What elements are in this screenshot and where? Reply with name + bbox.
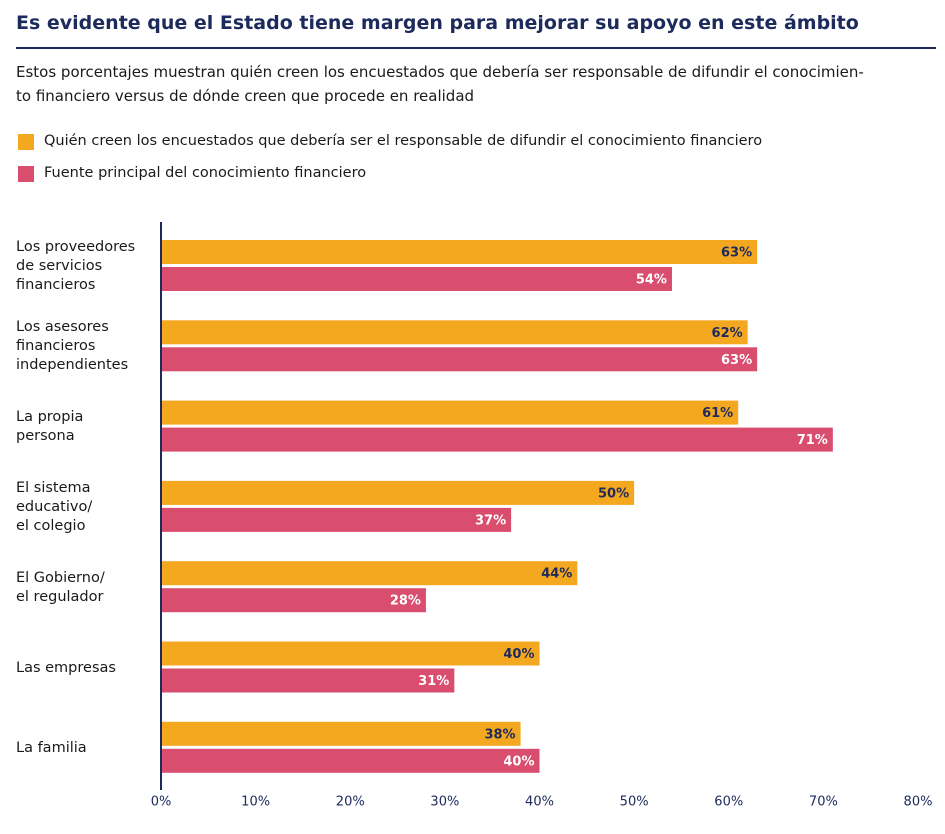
category-label: El sistema educativo/ el colegio — [16, 479, 93, 534]
category-label: Las empresas — [16, 659, 116, 676]
value-label: 31% — [418, 674, 449, 689]
bar — [161, 427, 833, 452]
bar — [161, 240, 758, 264]
x-tick-label: 70% — [809, 795, 838, 810]
category-label: Los proveedores de servicios financieros — [16, 239, 136, 293]
legend-swatch — [18, 166, 34, 182]
bar — [161, 561, 578, 586]
value-label: 61% — [702, 406, 733, 421]
value-label: 37% — [475, 513, 506, 528]
x-tick-label: 30% — [430, 795, 459, 810]
value-label: 40% — [503, 647, 534, 662]
value-label: 54% — [636, 273, 667, 288]
x-tick-label: 80% — [904, 795, 933, 810]
value-label: 44% — [541, 567, 572, 582]
value-label: 40% — [503, 754, 534, 769]
legend-label: Fuente principal del conocimiento financ… — [44, 165, 367, 181]
bar — [161, 748, 540, 773]
bar — [161, 347, 758, 372]
category-label: La familia — [16, 739, 87, 756]
legend-swatch — [18, 134, 34, 150]
legend-label: Quién creen los encuestados que debería … — [44, 133, 763, 149]
chart-subtitle: Estos porcentajes muestran quién creen l… — [16, 63, 864, 105]
value-label: 28% — [390, 594, 421, 609]
bar — [161, 507, 512, 532]
bar — [161, 320, 748, 345]
category-label: La propia persona — [16, 409, 84, 445]
bar — [161, 400, 739, 425]
bar — [161, 721, 521, 746]
bar — [161, 588, 426, 613]
bar — [161, 668, 455, 693]
value-label: 71% — [797, 433, 828, 448]
category-label: El Gobierno/ el regulador — [16, 569, 105, 605]
x-tick-label: 50% — [620, 795, 649, 810]
x-tick-label: 0% — [151, 795, 172, 810]
x-tick-label: 40% — [525, 795, 554, 810]
value-label: 38% — [484, 727, 515, 742]
title-rule — [16, 47, 936, 49]
x-tick-label: 10% — [241, 795, 270, 810]
category-label: Los asesores financieros independientes — [16, 319, 129, 374]
value-label: 63% — [721, 246, 752, 261]
x-tick-label: 20% — [336, 795, 365, 810]
bar — [161, 267, 672, 291]
chart-title: Es evidente que el Estado tiene margen p… — [16, 12, 859, 34]
bar — [161, 480, 635, 505]
value-label: 63% — [721, 353, 752, 368]
value-label: 62% — [712, 326, 743, 341]
bar — [161, 641, 540, 666]
x-tick-label: 60% — [714, 795, 743, 810]
value-label: 50% — [598, 486, 629, 501]
